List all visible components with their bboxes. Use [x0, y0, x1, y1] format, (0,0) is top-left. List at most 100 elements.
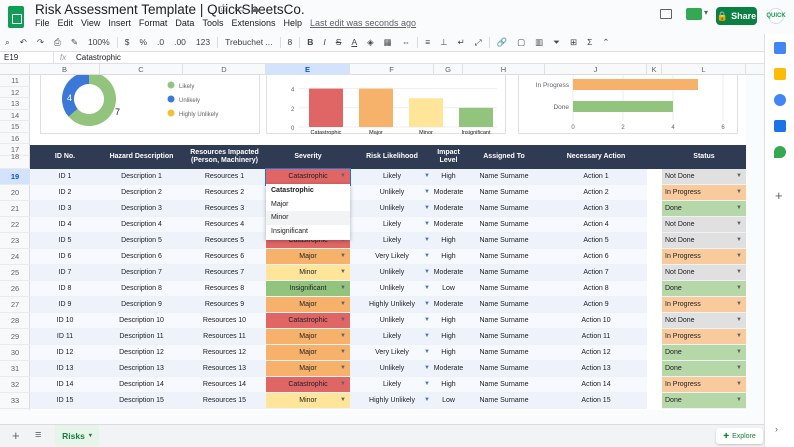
paint-format-icon[interactable]: ✎	[70, 36, 78, 47]
cell-status[interactable]: Not Done ▼	[662, 169, 746, 185]
row-header-29[interactable]: 29	[0, 329, 30, 345]
dropdown-caret-icon[interactable]: ▼	[736, 301, 742, 307]
dropdown-caret-icon[interactable]: ▼	[736, 349, 742, 355]
collapse-toolbar-icon[interactable]: ⌃	[602, 36, 610, 47]
row-header-30[interactable]: 30	[0, 345, 30, 361]
all-sheets-icon[interactable]: ≡	[35, 429, 42, 441]
cell-status[interactable]: Done ▼	[662, 281, 746, 297]
row-header-13[interactable]: 13	[0, 98, 30, 110]
chart-icon[interactable]: ▥	[535, 36, 544, 47]
borders-icon[interactable]: ▦	[383, 36, 392, 47]
menu-view[interactable]: View	[81, 18, 101, 28]
dropdown-caret-icon[interactable]: ▼	[424, 301, 430, 307]
cell-likelihood[interactable]: Very Likely ▼	[350, 249, 434, 265]
row-header-12[interactable]: 12	[0, 87, 30, 98]
functions-icon[interactable]: Σ	[587, 37, 593, 47]
row-header-16[interactable]: 16	[0, 133, 30, 144]
dropdown-caret-icon[interactable]: ▼	[736, 269, 742, 275]
bold-button[interactable]: B	[307, 37, 314, 47]
cell-severity[interactable]: Catastrophic ▼	[266, 313, 350, 329]
cell-severity[interactable]: Major ▼	[266, 361, 350, 377]
keep-icon[interactable]	[774, 68, 786, 80]
donut-chart[interactable]: 7 4 Likely Unlikely Highly Unlikely	[40, 75, 260, 134]
menu-tools[interactable]: Tools	[202, 18, 224, 28]
row-header-24[interactable]: 24	[0, 249, 30, 265]
meet-caret-icon[interactable]: ▾	[704, 8, 709, 17]
link-icon[interactable]: 🔗	[496, 36, 508, 47]
dropdown-caret-icon[interactable]: ▼	[424, 269, 430, 275]
dropdown-caret-icon[interactable]: ▼	[424, 381, 430, 387]
row-header-25[interactable]: 25	[0, 265, 30, 281]
dropdown-caret-icon[interactable]: ▼	[340, 381, 346, 387]
rotate-icon[interactable]: ⤢	[474, 36, 482, 47]
cell-likelihood[interactable]: Very Likely ▼	[350, 345, 434, 361]
cell-status[interactable]: Done ▼	[662, 361, 746, 377]
dropdown-caret-icon[interactable]: ▼	[424, 189, 430, 195]
maps-icon[interactable]	[774, 146, 786, 158]
row-header-21[interactable]: 21	[0, 201, 30, 217]
column-header-j[interactable]: J	[545, 64, 647, 75]
italic-button[interactable]: I	[323, 37, 326, 47]
dropdown-caret-icon[interactable]: ▼	[340, 237, 346, 243]
cell-likelihood[interactable]: Unlikely ▼	[350, 361, 434, 377]
dropdown-caret-icon[interactable]: ▼	[340, 173, 346, 179]
explore-button[interactable]: ✚ Explore	[716, 428, 763, 444]
column-header-k[interactable]: K	[647, 64, 662, 75]
row-header-17[interactable]: 17	[0, 144, 30, 156]
cell-status[interactable]: Not Done ▼	[662, 265, 746, 281]
cell-status[interactable]: In Progress ▼	[662, 249, 746, 265]
dropdown-caret-icon[interactable]: ▼	[340, 317, 346, 323]
cell-severity[interactable]: Major ▼	[266, 297, 350, 313]
dropdown-caret-icon[interactable]: ▼	[736, 365, 742, 371]
cell-likelihood[interactable]: Highly Unlikely ▼	[350, 393, 434, 409]
row-header-15[interactable]: 15	[0, 121, 30, 133]
cell-likelihood[interactable]: Unlikely ▼	[350, 185, 434, 201]
add-addon-icon[interactable]: +	[775, 188, 783, 203]
dropdown-caret-icon[interactable]: ▼	[340, 269, 346, 275]
row-header-18[interactable]: 18	[0, 145, 30, 169]
dropdown-caret-icon[interactable]: ▼	[340, 365, 346, 371]
cell-status[interactable]: In Progress ▼	[662, 329, 746, 345]
column-header-c[interactable]: C	[100, 64, 183, 75]
dropdown-caret-icon[interactable]: ▼	[736, 205, 742, 211]
cell-severity[interactable]: Major ▼	[266, 329, 350, 345]
cell-status[interactable]: In Progress ▼	[662, 185, 746, 201]
search-menu-icon[interactable]: ⌕	[5, 36, 10, 47]
dropdown-caret-icon[interactable]: ▼	[340, 301, 346, 307]
dropdown-caret-icon[interactable]: ▼	[424, 173, 430, 179]
dropdown-option-catastrophic[interactable]: Catastrophic	[271, 187, 314, 194]
menu-format[interactable]: Format	[138, 18, 168, 28]
valign-icon[interactable]: ⊥	[440, 36, 448, 47]
account-avatar[interactable]: QUICK	[766, 8, 786, 24]
column-header-h[interactable]: H	[463, 64, 545, 75]
dropdown-caret-icon[interactable]: ▼	[424, 221, 430, 227]
dropdown-caret-icon[interactable]: ▼	[340, 349, 346, 355]
dropdown-option-major[interactable]: Major	[271, 200, 289, 208]
dropdown-caret-icon[interactable]: ▼	[424, 333, 430, 339]
sheet-tab-risks[interactable]: Risks ▾	[55, 425, 99, 446]
cell-severity[interactable]: Minor ▼	[266, 393, 350, 409]
last-edit-link[interactable]: Last edit was seconds ago	[310, 18, 417, 28]
menu-insert[interactable]: Insert	[108, 18, 131, 28]
dropdown-option-minor[interactable]: Minor	[266, 211, 350, 225]
dropdown-caret-icon[interactable]: ▼	[736, 221, 742, 227]
sheet-grid[interactable]: 7 4 Likely Unlikely Highly Unlikely 4 2 0 Catas…	[30, 75, 746, 410]
dropdown-caret-icon[interactable]: ▼	[340, 285, 346, 291]
select-all-corner[interactable]	[0, 64, 30, 75]
font-size-select[interactable]: 8	[287, 37, 293, 47]
column-header-b[interactable]: B	[30, 64, 100, 75]
cell-status[interactable]: Not Done ▼	[662, 217, 746, 233]
zoom-select[interactable]: 100%	[87, 37, 110, 47]
star-icon[interactable]: ☆	[218, 1, 229, 15]
fill-color-icon[interactable]: ◈	[367, 36, 374, 47]
cell-status[interactable]: Done ▼	[662, 201, 746, 217]
dropdown-caret-icon[interactable]: ▼	[424, 237, 430, 243]
contacts-icon[interactable]	[774, 120, 786, 132]
wrap-icon[interactable]: ↵	[457, 36, 465, 47]
dropdown-caret-icon[interactable]: ▼	[736, 333, 742, 339]
dropdown-caret-icon[interactable]: ▼	[340, 253, 346, 259]
cell-status[interactable]: In Progress ▼	[662, 377, 746, 393]
column-header-d[interactable]: D	[183, 64, 266, 75]
column-header-f[interactable]: F	[350, 64, 434, 75]
move-folder-icon[interactable]: ▭	[234, 3, 245, 15]
